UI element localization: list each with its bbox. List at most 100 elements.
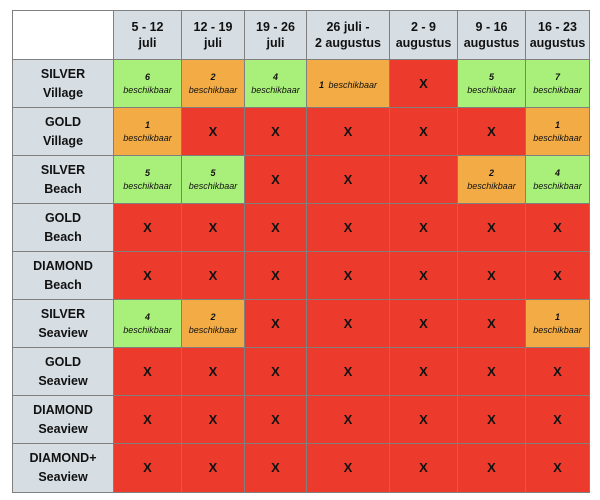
column-month: juli xyxy=(203,36,223,50)
unavailable-cell: X xyxy=(457,107,526,156)
column-header: 9 - 16 augustus xyxy=(457,10,526,60)
column-header: 2 - 9 augustus xyxy=(389,10,458,60)
unavailable-mark: X xyxy=(208,267,218,283)
room-tier: GOLD xyxy=(44,210,82,225)
unavailable-mark: X xyxy=(343,219,353,235)
unavailable-mark: X xyxy=(271,219,280,235)
unavailable-mark: X xyxy=(343,171,353,187)
available-label: beschikbaar xyxy=(188,325,238,335)
unavailable-cell: X xyxy=(306,395,390,444)
unavailable-mark: X xyxy=(553,219,562,235)
room-location: Beach xyxy=(44,229,82,244)
unavailable-cell: X xyxy=(244,251,307,300)
availability-cell: 5 beschikbaar xyxy=(113,155,182,204)
unavailable-cell: X xyxy=(181,395,245,444)
unavailable-mark: X xyxy=(271,315,280,331)
unavailable-mark: X xyxy=(487,460,496,475)
column-header: 19 - 26 juli xyxy=(244,10,307,60)
room-row: GOLD Village 1 beschikbaar X X X X X 1 beschikbaar xyxy=(12,107,590,156)
room-row: DIAMOND Beach X X X X X X X xyxy=(12,251,590,300)
room-row: DIAMOND+ Seaview X X X X X X X xyxy=(12,443,590,493)
unavailable-mark: X xyxy=(487,219,496,235)
available-label: beschikbaar xyxy=(533,181,582,191)
unavailable-mark: X xyxy=(343,315,353,331)
unavailable-cell: X xyxy=(306,251,390,300)
unavailable-mark: X xyxy=(143,219,152,235)
unavailable-cell: X xyxy=(306,299,390,348)
availability-cell: 5 beschikbaar xyxy=(181,155,245,204)
room-location: Village xyxy=(42,85,84,100)
unavailable-mark: X xyxy=(208,460,218,475)
unavailable-mark: X xyxy=(271,123,280,139)
unavailable-mark: X xyxy=(487,363,496,379)
unavailable-mark: X xyxy=(271,171,280,187)
unavailable-cell: X xyxy=(389,299,458,348)
unavailable-cell: X xyxy=(525,395,590,444)
availability-cell: 7 beschikbaar xyxy=(525,59,590,108)
unavailable-mark: X xyxy=(343,267,353,283)
row-header: GOLD Beach xyxy=(12,203,114,252)
available-count: 1 xyxy=(319,79,325,90)
column-header: 12 - 19 juli xyxy=(181,10,245,60)
unavailable-cell: X xyxy=(457,395,526,444)
unavailable-cell: X xyxy=(389,395,458,444)
unavailable-cell: X xyxy=(244,443,307,493)
room-row: GOLD Seaview X X X X X X X xyxy=(12,347,590,396)
available-label: beschikbaar xyxy=(328,79,377,90)
unavailable-mark: X xyxy=(553,460,562,475)
unavailable-cell: X xyxy=(306,443,390,493)
available-count: 2 xyxy=(210,72,216,82)
column-dates: 5 - 12 xyxy=(131,20,164,34)
unavailable-cell: X xyxy=(113,203,182,252)
unavailable-cell: X xyxy=(244,395,307,444)
unavailable-mark: X xyxy=(553,411,562,427)
unavailable-cell: X xyxy=(389,107,458,156)
room-tier: SILVER xyxy=(40,162,86,177)
row-header: SILVER Beach xyxy=(12,155,114,204)
unavailable-cell: X xyxy=(457,443,526,493)
unavailable-cell: X xyxy=(113,347,182,396)
unavailable-cell: X xyxy=(389,203,458,252)
unavailable-cell: X xyxy=(306,107,390,156)
room-row: SILVER Beach 5 beschikbaar 5 beschikbaar X X X 2 b… xyxy=(12,155,590,204)
room-location: Seaview xyxy=(38,325,88,340)
available-label: beschikbaar xyxy=(533,85,582,95)
available-label: beschikbaar xyxy=(123,325,172,335)
unavailable-mark: X xyxy=(419,219,428,235)
unavailable-mark: X xyxy=(343,363,353,379)
availability-grid: 5 - 12 juli 12 - 19 juli 19 - 26 juli 26 ju… xyxy=(12,10,590,493)
unavailable-mark: X xyxy=(143,460,152,475)
available-label: beschikbaar xyxy=(533,325,582,335)
available-label: beschikbaar xyxy=(467,181,516,191)
row-header: SILVER Village xyxy=(12,59,114,108)
unavailable-cell: X xyxy=(457,203,526,252)
available-label: beschikbaar xyxy=(123,85,172,95)
unavailable-mark: X xyxy=(143,363,152,379)
room-tier: DIAMOND xyxy=(33,258,93,273)
availability-cell: 2 beschikbaar xyxy=(181,299,245,348)
unavailable-mark: X xyxy=(419,363,428,379)
row-header: SILVER Seaview xyxy=(12,299,114,348)
room-tier: DIAMOND+ xyxy=(29,451,97,465)
available-label: beschikbaar xyxy=(467,85,516,95)
unavailable-cell: X xyxy=(244,203,307,252)
unavailable-mark: X xyxy=(419,315,428,331)
column-header: 16 - 23 augustus xyxy=(525,10,590,60)
unavailable-cell: X xyxy=(457,251,526,300)
unavailable-mark: X xyxy=(553,267,562,283)
room-location: Beach xyxy=(44,181,82,196)
room-row: DIAMOND Seaview X X X X X X X xyxy=(12,395,590,444)
available-count: 4 xyxy=(144,312,150,322)
availability-cell: 4 beschikbaar xyxy=(244,59,307,108)
available-count: 5 xyxy=(210,168,216,178)
available-label: beschikbaar xyxy=(123,133,172,143)
column-month: juli xyxy=(266,36,285,50)
unavailable-cell: X xyxy=(457,347,526,396)
available-count: 7 xyxy=(554,72,560,82)
unavailable-cell: X xyxy=(389,251,458,300)
unavailable-mark: X xyxy=(271,267,280,283)
availability-table: 5 - 12 juli 12 - 19 juli 19 - 26 juli 26 ju… xyxy=(12,10,590,493)
unavailable-cell: X xyxy=(389,443,458,493)
available-label: beschikbaar xyxy=(533,133,582,143)
availability-cell: 1 beschikbaar xyxy=(525,107,590,156)
